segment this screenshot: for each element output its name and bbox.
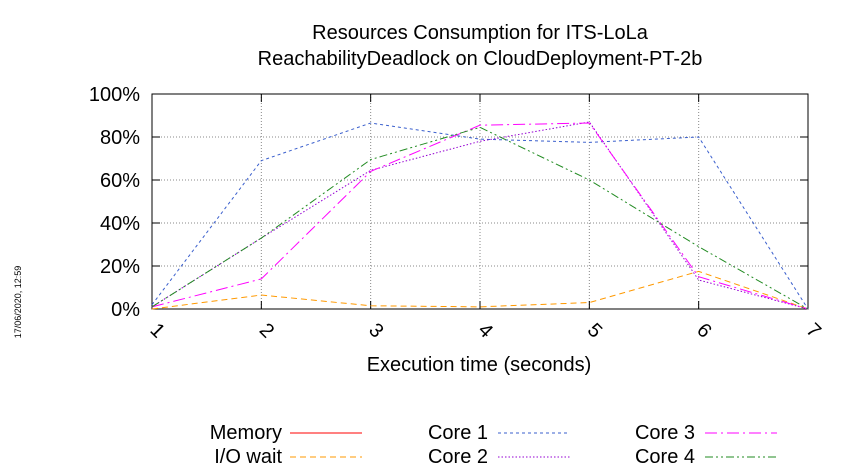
y-tick-label: 80%: [100, 127, 140, 149]
x-tick-label: 6: [692, 319, 715, 342]
series-lines: [151, 121, 809, 310]
x-tick-label: 2: [255, 319, 278, 342]
chart-title-line-1: Resources Consumption for ITS-LoLa: [312, 22, 649, 44]
x-tick-label: 1: [146, 319, 169, 342]
y-tick-label: 60%: [100, 170, 140, 192]
y-tick-label: 0%: [111, 299, 140, 321]
x-tick-label: 5: [583, 319, 606, 342]
legend-label-i-o-wait: I/O wait: [214, 446, 282, 468]
x-tick-label: 7: [802, 319, 825, 342]
x-axis-label: Execution time (seconds): [367, 354, 592, 376]
series-line-core-4: [151, 126, 809, 310]
x-axis: 1 2 3 4 5 6 7: [146, 94, 825, 342]
y-axis: 0% 20% 40% 60% 80% 100%: [89, 84, 808, 321]
timestamp: 17/06/2020, 12:59: [13, 266, 23, 339]
legend-label-core-2: Core 2: [428, 446, 488, 468]
x-tick-label: 3: [364, 319, 387, 342]
legend-label-core-4: Core 4: [635, 446, 695, 468]
legend-label-core-1: Core 1: [428, 422, 488, 444]
legend-label-memory: Memory: [210, 422, 282, 444]
series-line-core-1: [151, 122, 809, 310]
plot-border: [151, 93, 809, 310]
y-tick-label: 20%: [100, 256, 140, 278]
x-tick-label: 4: [474, 319, 497, 342]
y-tick-label: 40%: [100, 213, 140, 235]
chart-title-line-2: ReachabilityDeadlock on CloudDeployment-…: [258, 48, 703, 70]
grid: [152, 94, 808, 309]
legend-label-core-3: Core 3: [635, 422, 695, 444]
y-tick-label: 100%: [89, 84, 140, 106]
series-line-i-o-wait: [151, 270, 809, 310]
series-line-core-3: [151, 122, 809, 310]
plot-frame: [151, 93, 809, 310]
